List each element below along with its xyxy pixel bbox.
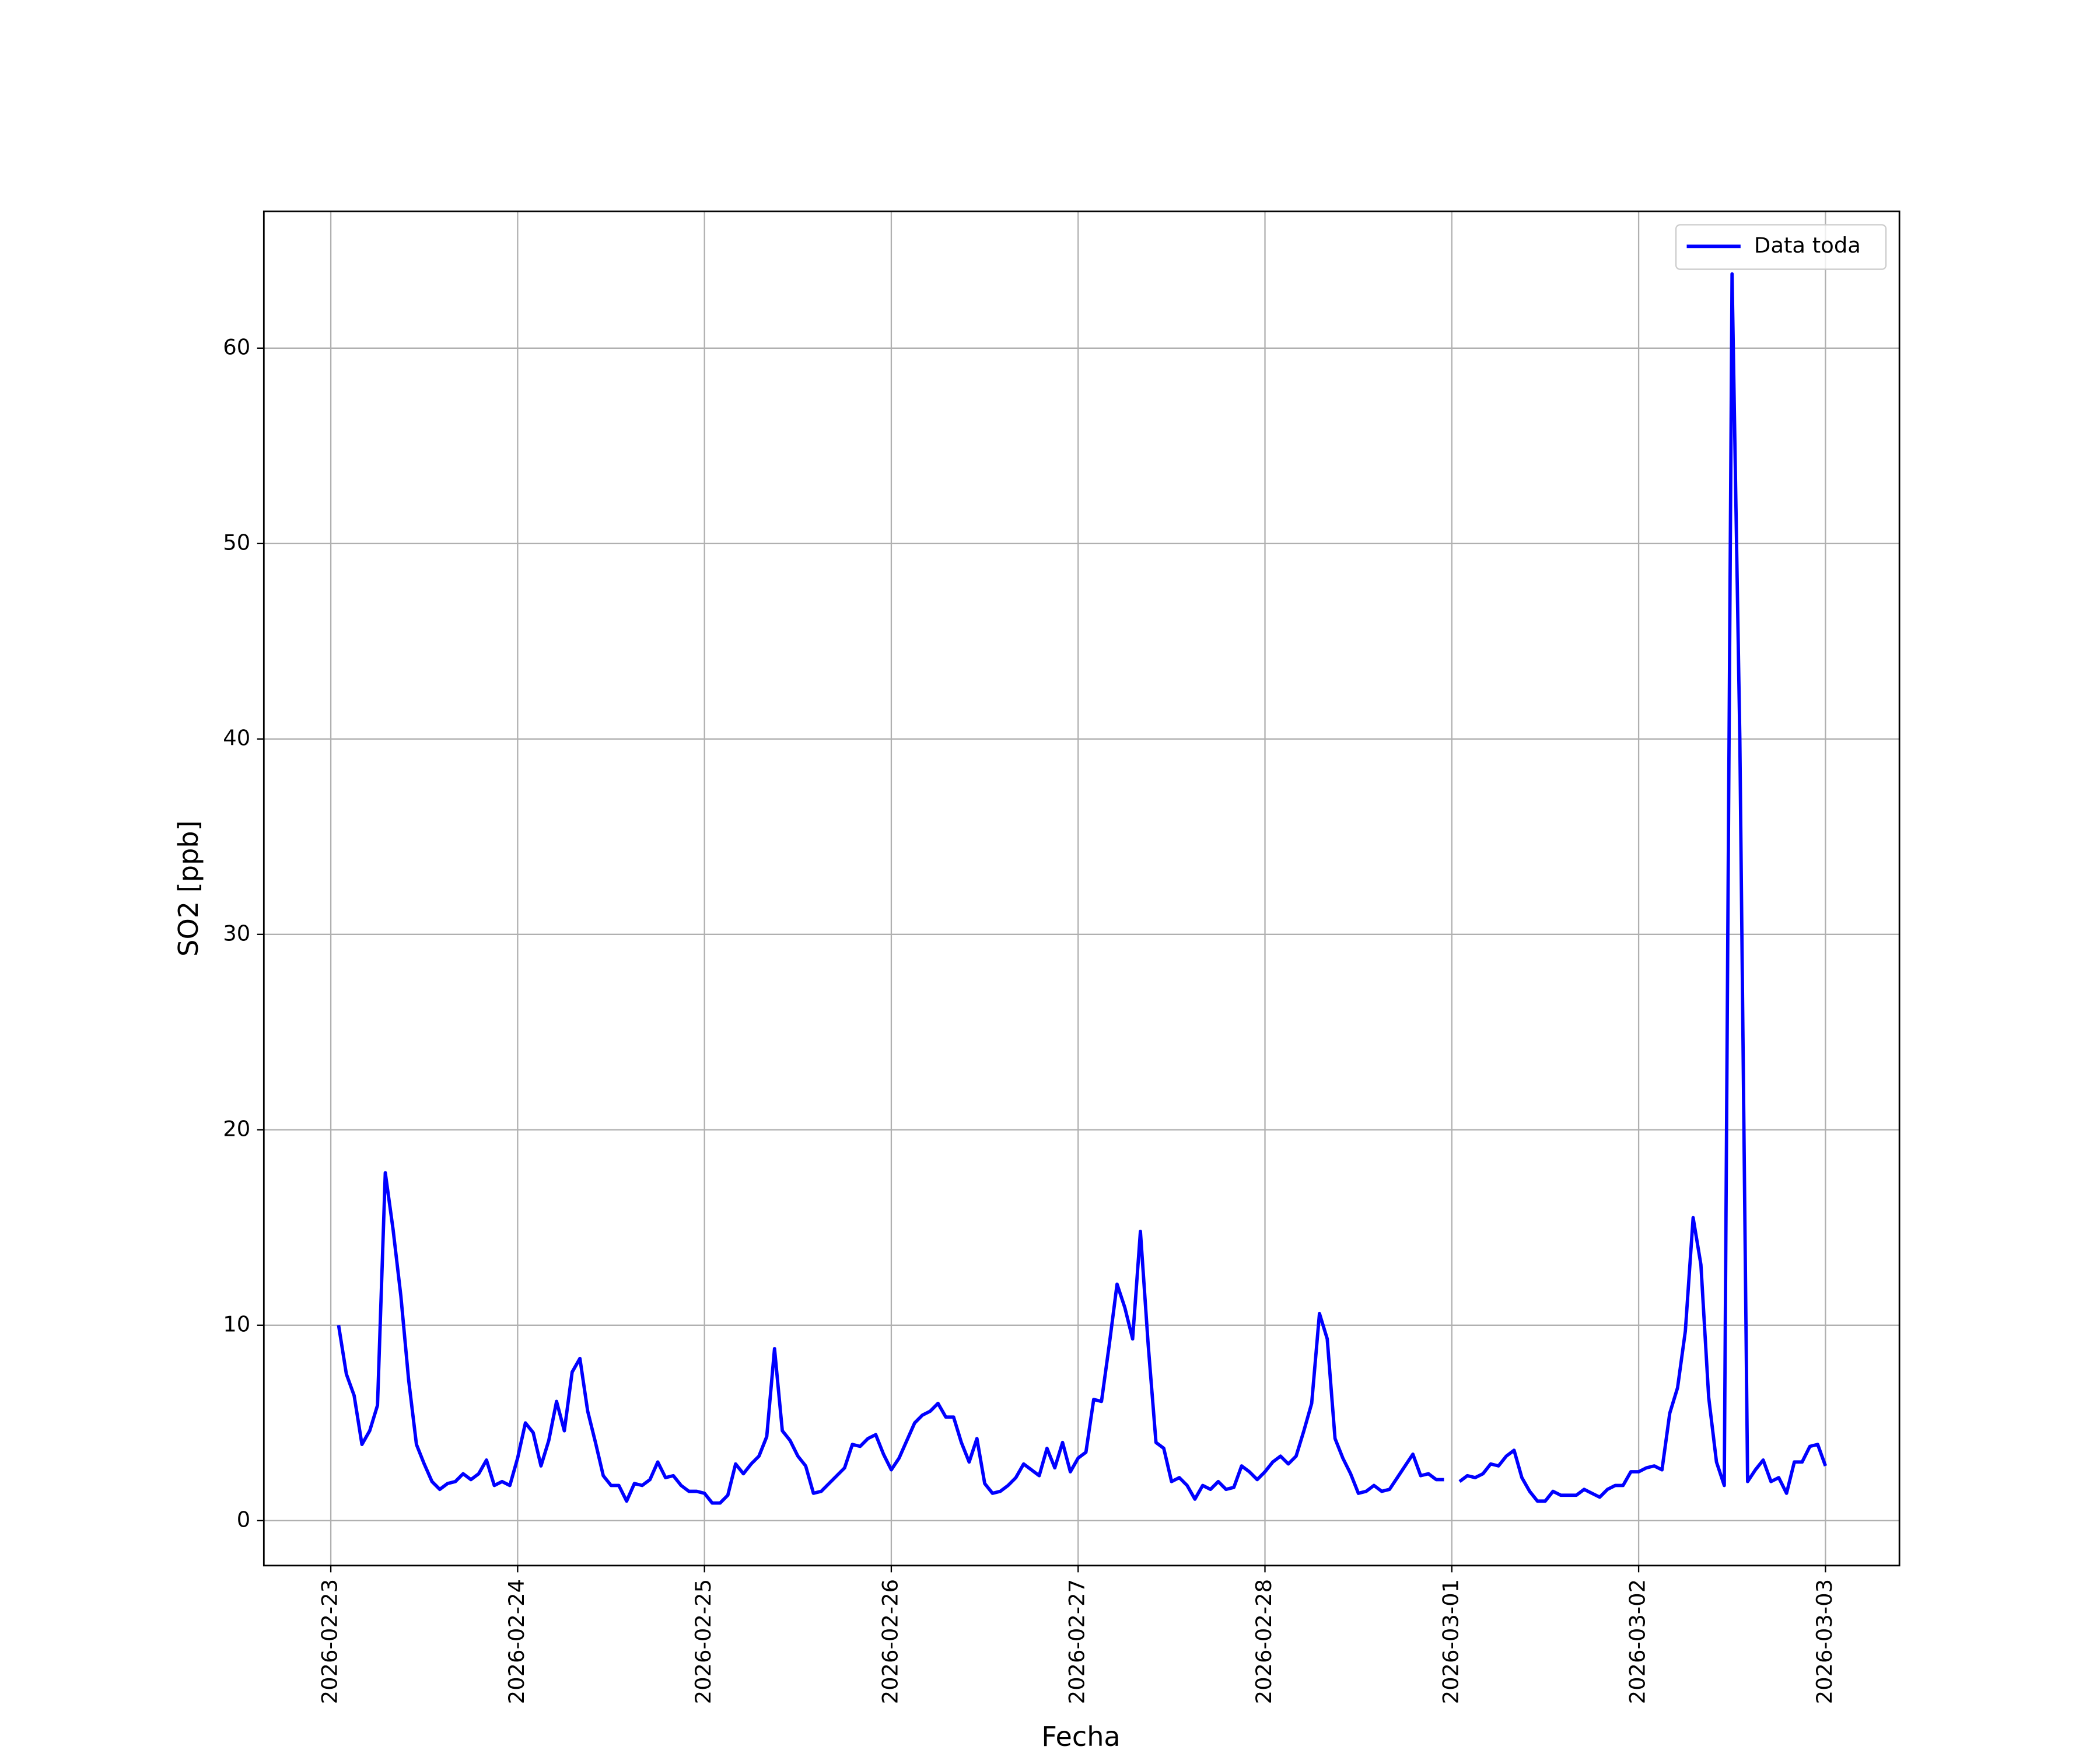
- plot-frame: [262, 210, 1901, 1567]
- x-tick-label: 2026-02-24: [504, 1579, 529, 1704]
- x-tick-label: 2026-02-27: [1065, 1579, 1090, 1704]
- y-tick-label: 50: [223, 530, 250, 555]
- data-line: [337, 272, 1828, 1505]
- x-tick-label: 2026-03-03: [1812, 1579, 1837, 1704]
- legend-label: Data toda: [1754, 233, 1861, 258]
- y-tick-label: 60: [223, 334, 250, 359]
- x-tick-label: 2026-02-28: [1251, 1579, 1276, 1704]
- legend-box: [1675, 224, 1887, 270]
- x-axis-label: Fecha: [1041, 1721, 1120, 1750]
- y-tick-label: 0: [237, 1507, 250, 1532]
- x-tick-label: 2026-02-26: [877, 1579, 902, 1704]
- y-tick-label: 10: [223, 1311, 250, 1336]
- x-tick-label: 2026-02-25: [691, 1579, 716, 1704]
- legend: Data toda: [1675, 224, 1887, 270]
- y-axis-label: SO2 [ppb]: [173, 820, 204, 957]
- x-tick-label: 2026-03-02: [1625, 1579, 1650, 1704]
- x-tick-label: 2026-03-01: [1438, 1579, 1463, 1704]
- y-tick-label: 40: [223, 725, 250, 750]
- y-tick-label: 20: [223, 1116, 250, 1141]
- x-tick-label: 2026-02-23: [317, 1579, 342, 1704]
- y-tick-label: 30: [223, 921, 250, 946]
